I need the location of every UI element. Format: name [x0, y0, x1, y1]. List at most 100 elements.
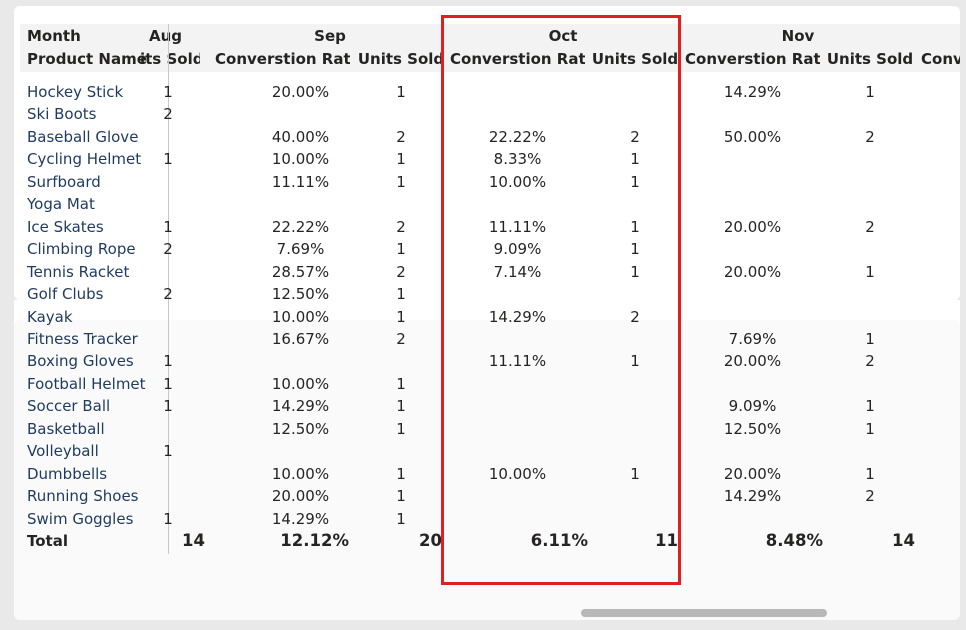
table-cell: 2 [630, 127, 640, 146]
sep-units-sold-header[interactable]: Units Sold [357, 50, 445, 68]
month-header-nov[interactable]: Nov [781, 27, 815, 45]
table-cell: 2 [396, 329, 406, 348]
table-cell [685, 171, 820, 193]
aug-units-sold-header[interactable]: its Sold [140, 50, 200, 68]
row-label[interactable]: Running Shoes [27, 487, 139, 506]
row-label[interactable]: Basketball [27, 419, 105, 438]
table-cell: 14.29% [271, 397, 330, 416]
table-cell: 28.57% [271, 262, 330, 281]
table-cell [685, 193, 820, 215]
row-label[interactable]: Soccer Ball [27, 397, 111, 416]
col-nov-conv: Converstion Rate [685, 24, 820, 554]
row-label[interactable]: Golf Clubs [27, 285, 104, 304]
product-name-header[interactable]: Product Name [27, 50, 147, 68]
table-cell: 22.22% [271, 217, 330, 236]
dec-conversion-rate-header[interactable]: Conv [921, 50, 960, 68]
table-cell: 7.69% [728, 329, 777, 348]
table-cell: 1 [396, 285, 406, 304]
row-label[interactable]: Hockey Stick [27, 83, 124, 101]
total-label: Total [27, 532, 68, 550]
oct-units-sold-header[interactable]: Units Sold [591, 50, 679, 68]
table-cell: 1 [630, 464, 640, 483]
row-label[interactable]: Tennis Racket [27, 262, 130, 281]
row-label[interactable]: Yoga Mat [27, 195, 95, 214]
month-header-aug[interactable]: Aug [149, 27, 183, 45]
row-label[interactable]: Swim Goggles [27, 509, 134, 528]
table-cell: 1 [865, 397, 875, 416]
row-label[interactable]: Football Helmet [27, 374, 146, 393]
table-cell [825, 508, 915, 530]
row-label[interactable]: Ski Boots [27, 105, 97, 124]
row-label[interactable]: Baseball Glove [27, 127, 139, 146]
row-label[interactable]: Cycling Helmet [27, 150, 142, 169]
month-header-label[interactable]: Month [27, 27, 81, 45]
table-cell: 40.00% [271, 127, 330, 146]
col-aug-units: Aug its Sold [140, 24, 200, 554]
row-label[interactable]: Dumbbells [27, 464, 108, 483]
table-cell [685, 508, 820, 530]
table-cell [148, 485, 188, 507]
table-cell: 1 [163, 397, 173, 416]
col-nov-units: Units Sold [825, 24, 915, 554]
table-cell: 7.14% [493, 262, 542, 281]
row-label[interactable]: Fitness Tracker [27, 329, 138, 348]
month-header-oct[interactable]: Oct [548, 27, 578, 45]
table-cell: 1 [630, 262, 640, 281]
table-cell [825, 103, 915, 125]
table-cell: 1 [163, 83, 173, 101]
horizontal-scrollbar[interactable] [581, 609, 827, 617]
table-cell: 20.00% [723, 464, 782, 483]
table-cell: 20.00% [723, 352, 782, 371]
table-cell [590, 485, 680, 507]
table-cell: 12.50% [723, 419, 782, 438]
table-cell: 10.00% [271, 464, 330, 483]
table-cell [450, 373, 585, 395]
oct-conversion-rate-header[interactable]: Converstion Rate [450, 50, 585, 68]
matrix-table: Month Product Name Aug its Sold Converst… [20, 24, 960, 584]
table-cell [590, 440, 680, 462]
row-label[interactable]: Boxing Gloves [27, 352, 134, 371]
table-cell: 2 [865, 217, 875, 236]
table-cell [148, 328, 188, 350]
table-cell: 10.00% [271, 307, 330, 326]
table-cell [590, 395, 680, 417]
table-cell [825, 171, 915, 193]
table-cell [825, 148, 915, 170]
table-cell: 14.29% [488, 307, 547, 326]
table-cell: 1 [163, 509, 173, 528]
table-cell [450, 418, 585, 440]
table-cell [590, 508, 680, 530]
table-cell [148, 261, 188, 283]
table-cell: 1 [163, 352, 173, 371]
nov-conversion-rate-header[interactable]: Converstion Rate [685, 50, 820, 68]
table-cell [590, 418, 680, 440]
table-cell [685, 440, 820, 462]
table-cell [685, 283, 820, 305]
table-cell: 2 [865, 487, 875, 506]
table-cell [685, 373, 820, 395]
table-cell: 1 [163, 442, 173, 461]
total-cell: 14 [182, 531, 205, 550]
table-cell: 2 [865, 127, 875, 146]
row-label[interactable]: Surfboard [27, 172, 101, 191]
table-cell: 1 [865, 464, 875, 483]
table-cell [685, 306, 820, 328]
sep-conversion-rate-header[interactable]: Converstion Rate [215, 50, 350, 68]
table-cell [450, 193, 585, 215]
row-label[interactable]: Kayak [27, 307, 73, 326]
table-cell [685, 238, 820, 260]
row-label[interactable]: Ice Skates [27, 217, 104, 236]
table-cell [825, 193, 915, 215]
table-cell [148, 126, 188, 148]
table-cell: 2 [396, 127, 406, 146]
table-cell: 22.22% [488, 127, 547, 146]
table-cell: 2 [396, 262, 406, 281]
row-label[interactable]: Volleyball [27, 442, 99, 461]
nov-units-sold-header[interactable]: Units Sold [826, 50, 914, 68]
table-cell: 14.29% [723, 487, 782, 506]
table-cell: 1 [865, 419, 875, 438]
table-cell [450, 328, 585, 350]
month-header-sep[interactable]: Sep [314, 27, 346, 45]
row-label[interactable]: Climbing Rope [27, 240, 136, 259]
table-cell [356, 440, 446, 462]
